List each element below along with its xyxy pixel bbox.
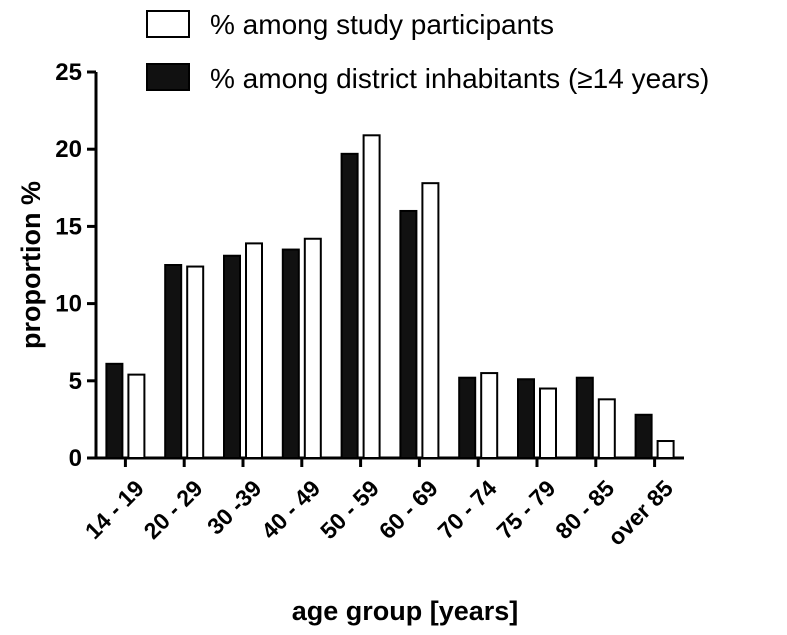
x-tick-label: 20 - 29: [139, 475, 208, 544]
bar-study-participants: [303, 237, 322, 459]
bar-district-inhabitants: [105, 362, 124, 460]
bar-study-participants: [186, 265, 205, 459]
x-tick-label: 30 -39: [202, 475, 267, 540]
bar-district-inhabitants: [458, 376, 477, 460]
bar-study-participants: [362, 134, 381, 460]
legend-swatch-district-inhabitants: [146, 63, 190, 91]
bar-study-participants: [656, 440, 675, 459]
axes: [94, 72, 684, 460]
y-tick-label: 5: [69, 368, 82, 395]
bar-study-participants: [127, 373, 146, 459]
x-tick-label: 75 - 79: [491, 475, 560, 544]
legend-label-district-inhabitants: % among district inhabitants (≥14 years): [210, 63, 709, 94]
bar-district-inhabitants: [575, 376, 594, 460]
bar-study-participants: [480, 372, 499, 459]
bar-district-inhabitants: [340, 152, 359, 459]
x-tick-label: 60 - 69: [374, 475, 443, 544]
bar-district-inhabitants: [634, 413, 653, 460]
x-axis-title: age group [years]: [292, 596, 519, 626]
bar-study-participants: [597, 398, 616, 460]
x-tick-label: over 85: [603, 475, 678, 550]
x-tick-label: 40 - 49: [256, 475, 325, 544]
bar-district-inhabitants: [223, 254, 241, 459]
x-tick-label: 70 - 74: [433, 475, 502, 544]
bar-study-participants: [421, 182, 440, 459]
y-ticks: 0 5 10 15 20 25: [55, 59, 96, 472]
y-tick-label: 15: [55, 213, 82, 240]
y-axis-title: proportion %: [16, 181, 46, 349]
bar-district-inhabitants: [399, 209, 418, 459]
bar-district-inhabitants: [517, 378, 535, 460]
bar-study-participants: [245, 242, 263, 459]
x-tick-label: 50 - 59: [315, 475, 384, 544]
legend-label-study-participants: % among study participants: [210, 9, 554, 40]
bar-district-inhabitants: [281, 248, 300, 459]
bars: [105, 134, 675, 460]
bar-district-inhabitants: [164, 264, 183, 459]
y-tick-label: 20: [55, 136, 82, 163]
bar-study-participants: [539, 387, 557, 459]
x-tick-label: 14 - 19: [80, 475, 149, 544]
legend-swatch-study-participants: [146, 10, 190, 38]
y-tick-label: 10: [55, 291, 82, 318]
y-tick-label: 0: [69, 445, 82, 472]
y-tick-label: 25: [55, 59, 82, 86]
legend: % among study participants % among distr…: [146, 9, 709, 94]
